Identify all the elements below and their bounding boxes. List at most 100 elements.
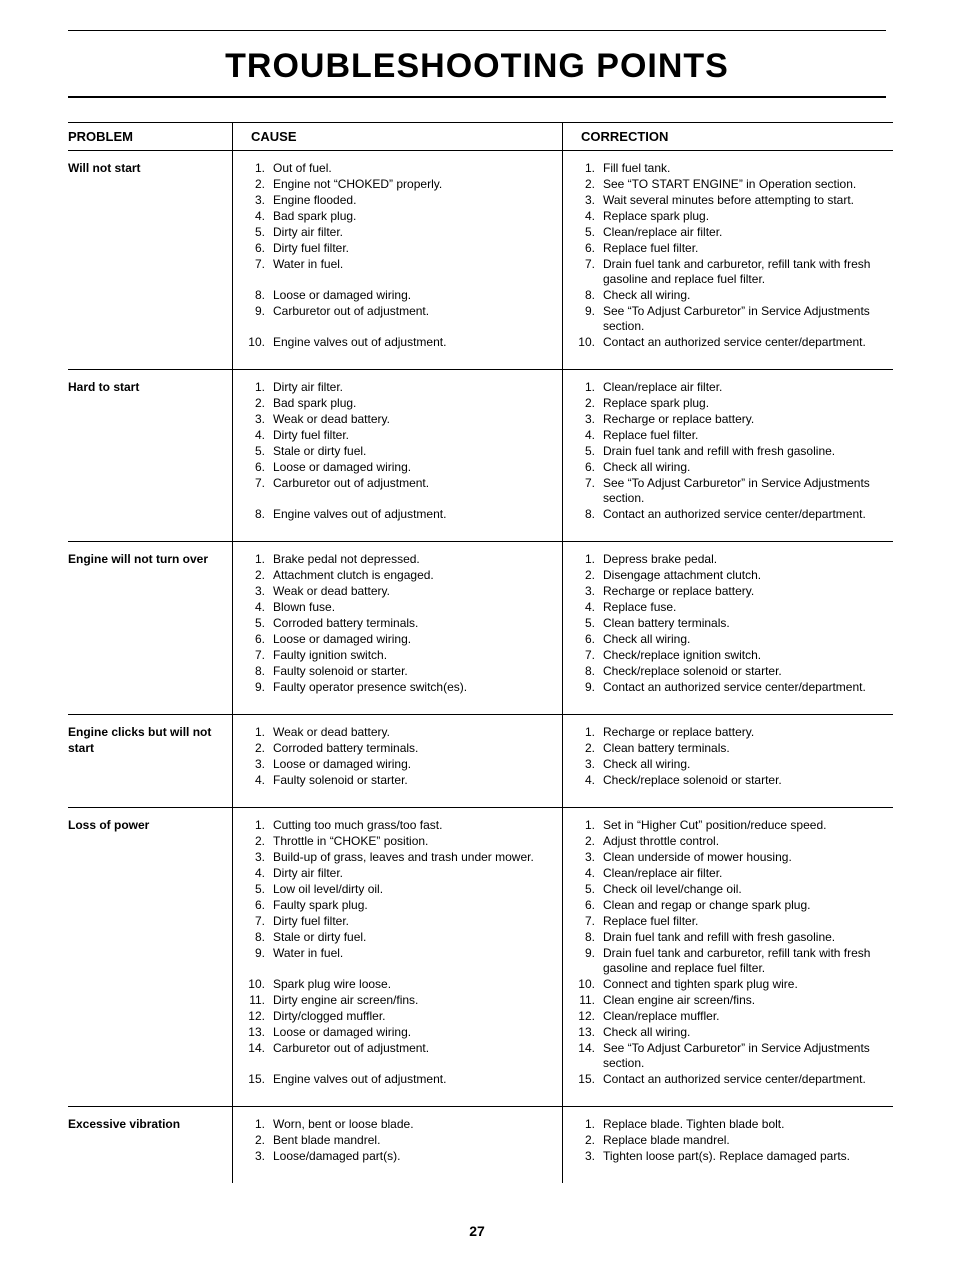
cause-item: Dirty/clogged muffler. xyxy=(241,1009,556,1024)
cause-item: Carburetor out of adjustment. xyxy=(241,476,556,506)
cause-item: Dirty air filter. xyxy=(241,225,556,240)
correction-item: Clean/replace air filter. xyxy=(571,225,887,240)
correction-item: Clean/replace air filter. xyxy=(571,380,887,395)
correction-item: Contact an authorized service center/dep… xyxy=(571,335,887,350)
correction-item: Clean engine air screen/fins. xyxy=(571,993,887,1008)
cause-item: Build-up of grass, leaves and trash unde… xyxy=(241,850,556,865)
correction-item: Clean battery terminals. xyxy=(571,741,887,756)
cause-item: Loose or damaged wiring. xyxy=(241,632,556,647)
cause-item: Stale or dirty fuel. xyxy=(241,444,556,459)
cause-item: Faulty ignition switch. xyxy=(241,648,556,663)
correction-item: Wait several minutes before attempting t… xyxy=(571,193,887,208)
cause-item: Engine valves out of adjustment. xyxy=(241,507,556,522)
correction-item: Check oil level/change oil. xyxy=(571,882,887,897)
correction-list: Clean/replace air filter.Replace spark p… xyxy=(563,370,893,541)
title-rule xyxy=(68,96,886,98)
cause-item: Faulty spark plug. xyxy=(241,898,556,913)
problem-label: Will not start xyxy=(68,151,233,369)
cause-item: Water in fuel. xyxy=(241,257,556,287)
cause-item: Engine not “CHOKED” properly. xyxy=(241,177,556,192)
cause-item: Throttle in “CHOKE” position. xyxy=(241,834,556,849)
correction-item: Drain fuel tank and carburetor, refill t… xyxy=(571,257,887,287)
cause-list: Worn, bent or loose blade.Bent blade man… xyxy=(233,1107,563,1183)
correction-list: Fill fuel tank.See “TO START ENGINE” in … xyxy=(563,151,893,369)
cause-item: Blown fuse. xyxy=(241,600,556,615)
cause-item: Spark plug wire loose. xyxy=(241,977,556,992)
cause-item: Out of fuel. xyxy=(241,161,556,176)
col-header-correction: CORRECTION xyxy=(563,123,893,150)
correction-item: Clean underside of mower housing. xyxy=(571,850,887,865)
correction-item: Replace spark plug. xyxy=(571,209,887,224)
correction-item: Recharge or replace battery. xyxy=(571,725,887,740)
correction-item: See “To Adjust Carburetor” in Service Ad… xyxy=(571,1041,887,1071)
problem-label: Hard to start xyxy=(68,370,233,541)
correction-item: See “To Adjust Carburetor” in Service Ad… xyxy=(571,476,887,506)
cause-item: Loose or damaged wiring. xyxy=(241,757,556,772)
cause-item: Dirty fuel filter. xyxy=(241,914,556,929)
cause-item: Bent blade mandrel. xyxy=(241,1133,556,1148)
correction-item: Check all wiring. xyxy=(571,757,887,772)
cause-item: Attachment clutch is engaged. xyxy=(241,568,556,583)
cause-item: Dirty air filter. xyxy=(241,380,556,395)
cause-item: Faulty solenoid or starter. xyxy=(241,773,556,788)
correction-item: Replace fuse. xyxy=(571,600,887,615)
page-title: TROUBLESHOOTING POINTS xyxy=(68,47,886,86)
cause-item: Carburetor out of adjustment. xyxy=(241,1041,556,1071)
cause-list: Dirty air filter.Bad spark plug.Weak or … xyxy=(233,370,563,541)
cause-item: Brake pedal not depressed. xyxy=(241,552,556,567)
correction-item: Fill fuel tank. xyxy=(571,161,887,176)
correction-item: Check all wiring. xyxy=(571,288,887,303)
correction-item: Drain fuel tank and refill with fresh ga… xyxy=(571,930,887,945)
cause-item: Faulty operator presence switch(es). xyxy=(241,680,556,695)
troubleshooting-table: PROBLEM CAUSE CORRECTION Will not startO… xyxy=(68,122,886,1183)
problem-label: Engine will not turn over xyxy=(68,542,233,714)
cause-item: Loose or damaged wiring. xyxy=(241,288,556,303)
problem-label: Engine clicks but will not start xyxy=(68,715,233,807)
correction-item: Clean and regap or change spark plug. xyxy=(571,898,887,913)
correction-item: Replace fuel filter. xyxy=(571,428,887,443)
problem-label: Excessive vibration xyxy=(68,1107,233,1183)
correction-item: Clean/replace muffler. xyxy=(571,1009,887,1024)
correction-list: Depress brake pedal.Disengage attachment… xyxy=(563,542,893,714)
correction-item: Drain fuel tank and refill with fresh ga… xyxy=(571,444,887,459)
cause-item: Dirty engine air screen/fins. xyxy=(241,993,556,1008)
cause-list: Cutting too much grass/too fast.Throttle… xyxy=(233,808,563,1106)
cause-item: Loose or damaged wiring. xyxy=(241,460,556,475)
correction-item: Clean/replace air filter. xyxy=(571,866,887,881)
correction-item: Recharge or replace battery. xyxy=(571,584,887,599)
cause-item: Weak or dead battery. xyxy=(241,725,556,740)
correction-item: Contact an authorized service center/dep… xyxy=(571,507,887,522)
correction-list: Recharge or replace battery.Clean batter… xyxy=(563,715,893,807)
correction-item: Adjust throttle control. xyxy=(571,834,887,849)
correction-item: Set in “Higher Cut” position/reduce spee… xyxy=(571,818,887,833)
cause-item: Loose/damaged part(s). xyxy=(241,1149,556,1164)
cause-item: Weak or dead battery. xyxy=(241,412,556,427)
cause-item: Cutting too much grass/too fast. xyxy=(241,818,556,833)
cause-item: Weak or dead battery. xyxy=(241,584,556,599)
correction-item: See “To Adjust Carburetor” in Service Ad… xyxy=(571,304,887,334)
top-rule xyxy=(68,30,886,31)
correction-item: Recharge or replace battery. xyxy=(571,412,887,427)
cause-item: Dirty fuel filter. xyxy=(241,428,556,443)
correction-item: Disengage attachment clutch. xyxy=(571,568,887,583)
correction-item: See “TO START ENGINE” in Operation secti… xyxy=(571,177,887,192)
correction-item: Replace blade mandrel. xyxy=(571,1133,887,1148)
cause-item: Corroded battery terminals. xyxy=(241,741,556,756)
correction-item: Check all wiring. xyxy=(571,460,887,475)
cause-item: Corroded battery terminals. xyxy=(241,616,556,631)
cause-list: Out of fuel.Engine not “CHOKED” properly… xyxy=(233,151,563,369)
correction-item: Clean battery terminals. xyxy=(571,616,887,631)
correction-item: Replace blade. Tighten blade bolt. xyxy=(571,1117,887,1132)
correction-item: Replace fuel filter. xyxy=(571,241,887,256)
cause-item: Worn, bent or loose blade. xyxy=(241,1117,556,1132)
cause-item: Carburetor out of adjustment. xyxy=(241,304,556,334)
cause-item: Engine flooded. xyxy=(241,193,556,208)
page-number: 27 xyxy=(68,1223,886,1239)
correction-item: Check/replace ignition switch. xyxy=(571,648,887,663)
correction-item: Check/replace solenoid or starter. xyxy=(571,664,887,679)
correction-item: Check all wiring. xyxy=(571,632,887,647)
cause-item: Stale or dirty fuel. xyxy=(241,930,556,945)
cause-item: Faulty solenoid or starter. xyxy=(241,664,556,679)
cause-item: Dirty fuel filter. xyxy=(241,241,556,256)
correction-item: Tighten loose part(s). Replace damaged p… xyxy=(571,1149,887,1164)
